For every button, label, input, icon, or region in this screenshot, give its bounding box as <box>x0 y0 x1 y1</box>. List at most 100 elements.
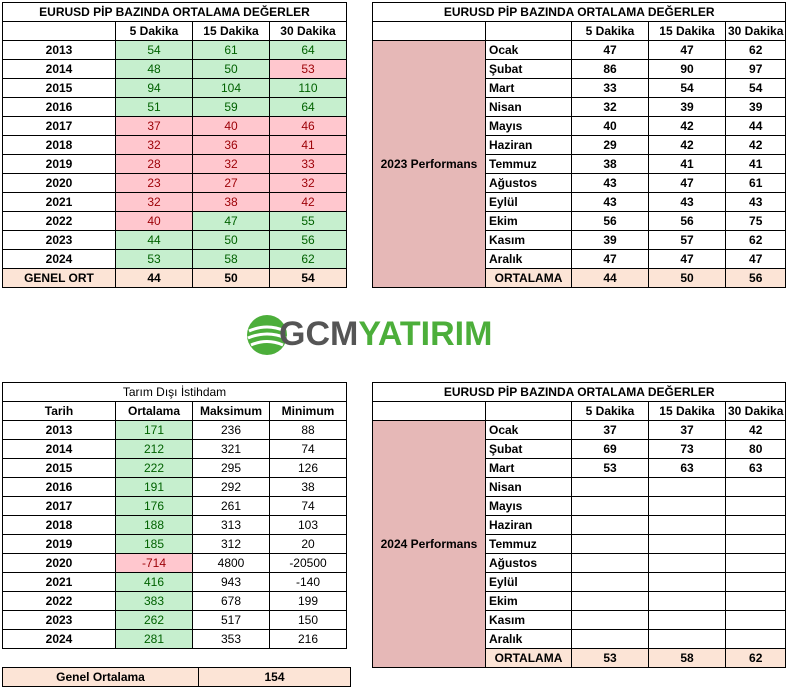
column-header <box>372 401 486 421</box>
value-cell: 62 <box>724 230 787 250</box>
column-header: 5 Dakika <box>115 21 193 41</box>
column-header: 15 Dakika <box>648 21 726 41</box>
value-cell: 47 <box>571 40 649 60</box>
value-cell: 53 <box>269 59 347 79</box>
value-cell <box>571 610 649 630</box>
maximum-cell: 943 <box>192 572 270 592</box>
year-cell: 2019 <box>2 534 116 554</box>
value-cell: 69 <box>571 439 649 459</box>
year-cell: 2017 <box>2 496 116 516</box>
value-cell: 40 <box>571 116 649 136</box>
value-cell: 97 <box>724 59 787 79</box>
table-row: Kasım <box>373 610 787 630</box>
month-cell: Ekim <box>485 591 572 611</box>
value-cell: 42 <box>269 192 347 212</box>
value-cell <box>571 496 649 516</box>
column-header <box>485 21 572 41</box>
performance-label: 2023 Performans <box>372 40 486 288</box>
minimum-cell: 150 <box>269 610 347 630</box>
table-row: 2021 32 38 42 <box>2 192 347 212</box>
column-header: Tarih <box>2 401 116 421</box>
value-cell: 50 <box>192 59 270 79</box>
value-cell: 37 <box>115 116 193 136</box>
average-cell: 222 <box>115 458 193 478</box>
overall-label: Genel Ortalama <box>2 667 199 687</box>
column-header: 5 Dakika <box>571 401 649 421</box>
column-header: 15 Dakika <box>192 21 270 41</box>
year-cell: 2018 <box>2 135 116 155</box>
value-cell <box>648 610 726 630</box>
maximum-cell: 292 <box>192 477 270 497</box>
table-row: 2019 28 32 33 <box>2 154 347 174</box>
table-row: 2022 40 47 55 <box>2 211 347 231</box>
value-cell: 94 <box>115 78 193 98</box>
value-cell <box>724 496 787 516</box>
header-row: 5 Dakika 15 Dakika 30 Dakika <box>2 21 347 41</box>
year-cell: 2014 <box>2 59 116 79</box>
table-row: Mart 53 63 63 <box>373 458 787 478</box>
minimum-cell: -20500 <box>269 553 347 573</box>
globe-icon <box>247 315 287 355</box>
table-row: 2018 188 313 103 <box>2 515 347 535</box>
table-row: 2024 53 58 62 <box>2 249 347 269</box>
value-cell: 64 <box>269 40 347 60</box>
yearly-averages-block: EURUSD PİP BAZINDA ORTALAMA DEĞERLER 5 Da… <box>2 2 347 288</box>
column-header: Minimum <box>269 401 347 421</box>
month-cell: Haziran <box>485 135 572 155</box>
month-cell: Ocak <box>485 420 572 440</box>
footer-value: 50 <box>192 268 270 288</box>
table-row: 2015 94 104 110 <box>2 78 347 98</box>
column-header <box>372 21 486 41</box>
minimum-cell: 20 <box>269 534 347 554</box>
value-cell: 63 <box>648 458 726 478</box>
table-row: Şubat 69 73 80 <box>373 439 787 459</box>
value-cell: 39 <box>724 97 787 117</box>
year-cell: 2022 <box>2 211 116 231</box>
table-title: EURUSD PİP BAZINDA ORTALAMA DEĞERLER <box>371 382 787 402</box>
value-cell: 110 <box>269 78 347 98</box>
maximum-cell: 678 <box>192 591 270 611</box>
year-cell: 2016 <box>2 477 116 497</box>
footer-row: ORTALAMA 44 50 56 <box>373 268 787 288</box>
value-cell <box>724 515 787 535</box>
value-cell: 47 <box>192 211 270 231</box>
value-cell <box>724 534 787 554</box>
table-row: 2015 222 295 126 <box>2 458 347 478</box>
value-cell: 40 <box>115 211 193 231</box>
title-row: Tarım Dışı İstihdam <box>2 382 347 402</box>
year-cell: 2023 <box>2 610 116 630</box>
value-cell: 61 <box>192 40 270 60</box>
value-cell: 37 <box>648 420 726 440</box>
maximum-cell: 236 <box>192 420 270 440</box>
table-row: 2023 44 50 56 <box>2 230 347 250</box>
month-cell: Eylül <box>485 192 572 212</box>
table-row: 2013 54 61 64 <box>2 40 347 60</box>
value-cell: 41 <box>648 154 726 174</box>
value-cell <box>724 477 787 497</box>
maximum-cell: 517 <box>192 610 270 630</box>
title-row: EURUSD PİP BAZINDA ORTALAMA DEĞERLER <box>371 382 787 402</box>
year-cell: 2021 <box>2 192 116 212</box>
nonfarm-overall-table: Genel Ortalama 154 <box>2 667 351 687</box>
value-cell: 38 <box>192 192 270 212</box>
maximum-cell: 261 <box>192 496 270 516</box>
value-cell: 41 <box>269 135 347 155</box>
table-row: Mayıs 40 42 44 <box>373 116 787 136</box>
value-cell <box>648 572 726 592</box>
nonfarm-overall-row: Genel Ortalama 154 <box>2 667 351 687</box>
month-cell: Temmuz <box>485 534 572 554</box>
month-cell: Şubat <box>485 439 572 459</box>
value-cell: 53 <box>115 249 193 269</box>
value-cell <box>648 629 726 649</box>
average-cell: 176 <box>115 496 193 516</box>
footer-value: 53 <box>571 648 649 668</box>
title-row: EURUSD PİP BAZINDA ORTALAMA DEĞERLER <box>2 2 347 22</box>
footer-value: 54 <box>269 268 347 288</box>
value-cell <box>571 572 649 592</box>
value-cell <box>571 477 649 497</box>
table-row: Temmuz 38 41 41 <box>373 154 787 174</box>
value-cell: 56 <box>269 230 347 250</box>
value-cell: 59 <box>192 97 270 117</box>
maximum-cell: 312 <box>192 534 270 554</box>
value-cell: 41 <box>724 154 787 174</box>
